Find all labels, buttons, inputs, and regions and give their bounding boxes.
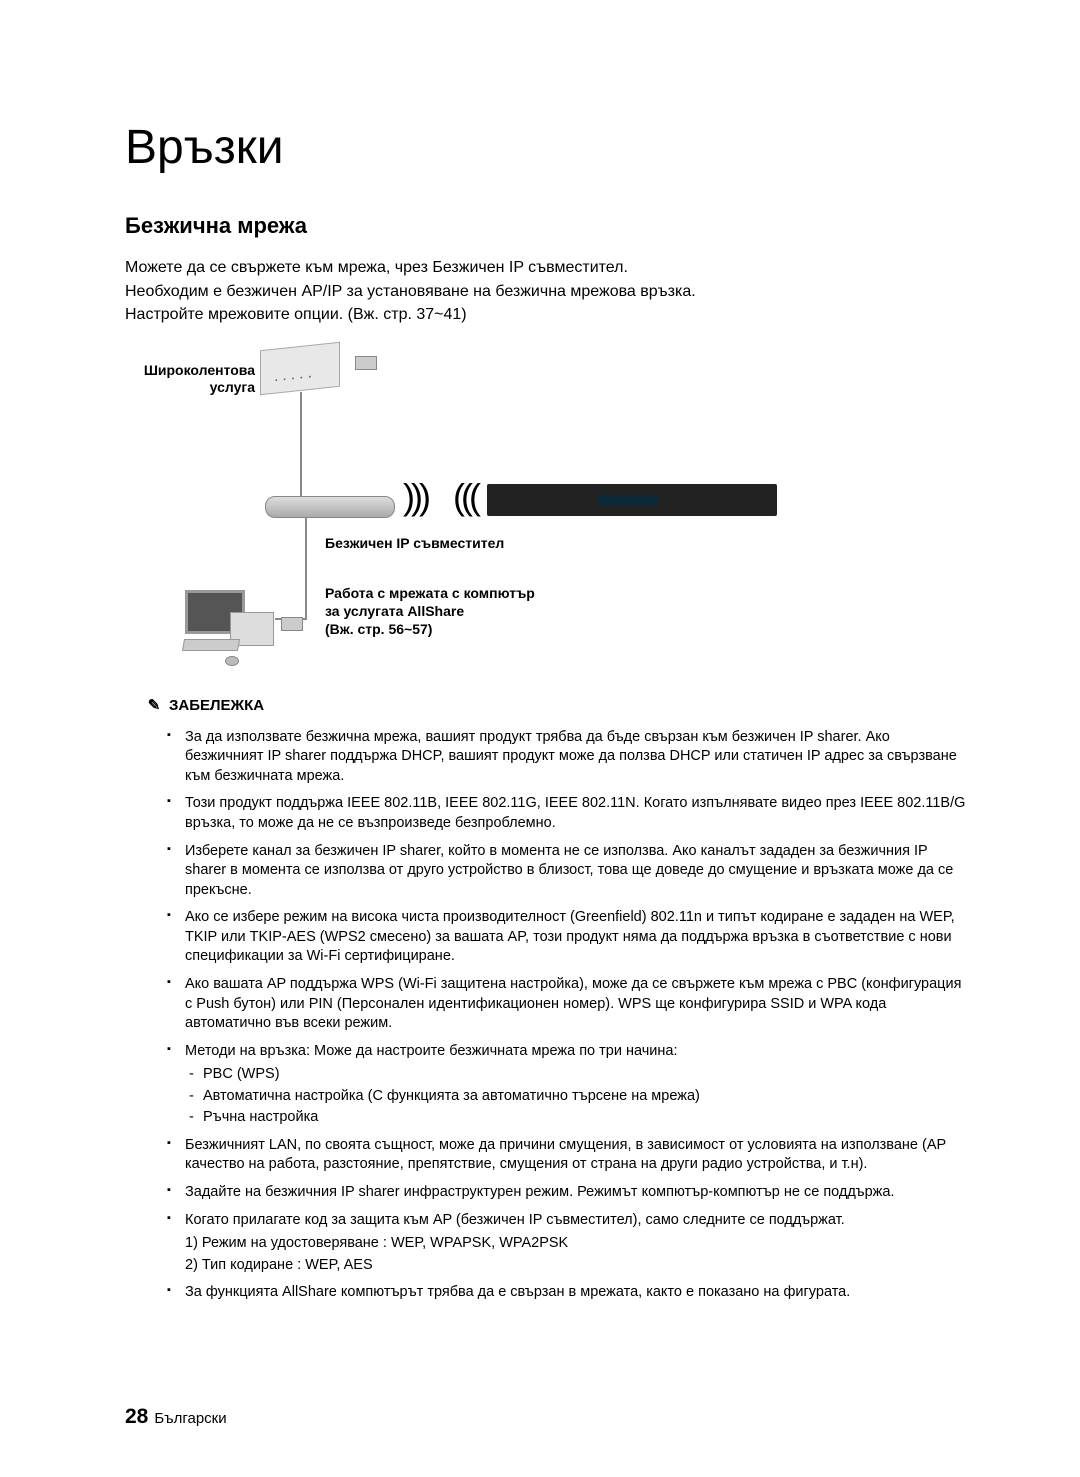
note-icon: ✎ (145, 696, 163, 714)
modem-icon: • • • • • (260, 342, 340, 395)
broadband-label-line: услуга (210, 379, 255, 395)
methods-sublist: PBC (WPS) Автоматична настройка (С функц… (185, 1065, 970, 1128)
note-item: Този продукт поддържа IEEE 802.11B, IEEE… (185, 794, 970, 833)
router-label: Безжичен IP съвместител (325, 535, 504, 551)
note-item: Ако вашата AP поддържа WPS (Wi-Fi защите… (185, 975, 970, 1034)
intro-line: Настройте мрежовите опции. (Вж. стр. 37~… (125, 304, 970, 326)
note-item: Безжичният LAN, по своята същност, може … (185, 1136, 970, 1175)
note-heading-text: ЗАБЕЛЕЖКА (169, 697, 264, 714)
section-title: Безжична мрежа (125, 213, 970, 239)
note-item: Задайте на безжичния IP sharer инфрастру… (185, 1183, 970, 1203)
note-item: За функцията AllShare компютърът трябва … (185, 1283, 970, 1303)
intro-line: Необходим е безжичен AP/IP за установява… (125, 281, 970, 303)
network-diagram: Широколентова услуга • • • • • Безжичен … (125, 346, 970, 696)
router-icon (265, 496, 395, 518)
page-footer: 28 Български (125, 1405, 227, 1429)
note-item: Ако се избере режим на висока чиста прои… (185, 908, 970, 967)
wireless-signal-icon: ))) (403, 476, 427, 518)
pc-caption-line: Работа с мрежата с компютър (325, 584, 535, 602)
method-item: PBC (WPS) (203, 1065, 970, 1085)
intro-line: Можете да се свържете към мрежа, чрез Бе… (125, 257, 970, 279)
method-item: Автоматична настройка (С функцията за ав… (203, 1087, 970, 1107)
cable-line (300, 392, 302, 504)
pc-caption: Работа с мрежата с компютър за услугата … (325, 584, 535, 639)
pc-caption-line: за услугата AllShare (325, 602, 535, 620)
note-list: За да използвате безжична мрежа, вашият … (125, 728, 970, 1303)
security-item: 1) Режим на удостоверяване : WEP, WPAPSK… (185, 1234, 970, 1254)
methods-intro: Методи на връзка: Може да настроите безж… (185, 1043, 677, 1059)
intro-text: Можете да се свържете към мрежа, чрез Бе… (125, 257, 970, 326)
player-device-icon (487, 484, 777, 516)
note-item: За да използвате безжична мрежа, вашият … (185, 728, 970, 787)
keyboard-icon (182, 639, 240, 651)
wall-jack-icon (281, 617, 303, 631)
wall-jack-icon (355, 356, 377, 370)
broadband-label: Широколентова услуга (135, 362, 255, 396)
footer-language: Български (154, 1410, 226, 1427)
page-number: 28 (125, 1405, 148, 1428)
security-intro: Когато прилагате код за защита към AP (б… (185, 1212, 845, 1228)
method-item: Ръчна настройка (203, 1108, 970, 1128)
security-sublist: 1) Режим на удостоверяване : WEP, WPAPSK… (185, 1234, 970, 1275)
broadband-label-line: Широколентова (144, 362, 255, 378)
security-item: 2) Тип кодиране : WEP, AES (185, 1256, 970, 1276)
cable-line (305, 518, 307, 618)
note-item-security: Когато прилагате код за защита към AP (б… (185, 1211, 970, 1276)
chapter-title: Връзки (125, 120, 970, 175)
note-heading: ✎ ЗАБЕЛЕЖКА (145, 696, 970, 714)
note-block: ✎ ЗАБЕЛЕЖКА За да използвате безжична мре… (125, 696, 970, 1303)
pc-caption-line: (Вж. стр. 56~57) (325, 620, 535, 638)
mouse-icon (225, 656, 239, 666)
note-item: Изберете канал за безжичен IP sharer, ко… (185, 842, 970, 901)
wireless-signal-icon: ((( (453, 476, 477, 518)
note-item-methods: Методи на връзка: Може да настроите безж… (185, 1042, 970, 1128)
